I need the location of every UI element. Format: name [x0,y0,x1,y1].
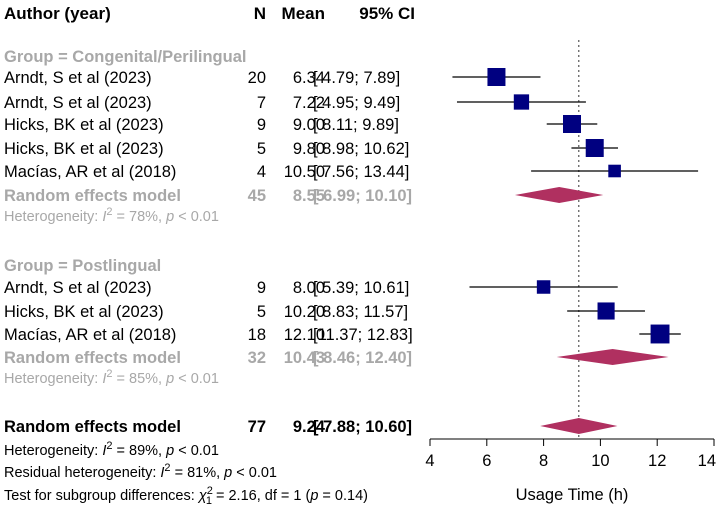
subgroup-model-label: Random effects model [4,349,181,367]
overall-diamond [540,418,618,434]
x-tick-label: 6 [482,452,491,470]
study-n: 5 [257,303,266,321]
subgroup-model-ci: [ 8.46; 12.40] [313,349,412,367]
group-label: Group = Congenital/Perilingual [4,48,246,66]
study-n: 9 [257,116,266,134]
study-mean: 7.22 [293,94,325,112]
x-tick-label: 14 [698,452,716,470]
study-n: 5 [257,140,266,158]
estimate-square [513,94,530,110]
study-ci: [ 7.56; 13.44] [313,163,409,181]
estimate-square [597,302,615,320]
subgroup-model-n: 32 [248,349,266,367]
study-ci: [ 4.95; 9.49] [313,94,400,112]
x-axis-title: Usage Time (h) [516,486,629,504]
study-ci: [11.37; 12.83] [313,326,413,344]
study-n: 18 [248,326,266,344]
estimate-square [536,280,551,294]
header-mean: Mean [282,4,325,23]
study-name: Arndt, S et al (2023) [4,69,152,87]
study-mean: 6.34 [293,69,325,87]
study-n: 9 [257,279,266,297]
x-tick-label: 12 [648,452,666,470]
study-name: Arndt, S et al (2023) [4,279,152,297]
x-tick-label: 4 [425,452,434,470]
study-mean: 10.20 [284,303,325,321]
study-name: Arndt, S et al (2023) [4,94,152,112]
header-ci: 95% CI [359,4,415,23]
estimate-square [650,324,670,344]
study-name: Hicks, BK et al (2023) [4,116,164,134]
study-mean: 12.10 [284,326,325,344]
overall-model-n: 77 [248,418,266,436]
subgroup-diamond [514,187,604,203]
header-n: N [254,4,266,23]
estimate-square [563,115,581,133]
estimate-square [487,68,506,86]
study-n: 7 [257,94,266,112]
study-ci: [ 8.83; 11.57] [313,303,408,321]
overall-model-ci: [ 7.88; 10.60] [313,418,412,436]
study-mean: 10.50 [284,163,325,181]
estimate-square [585,139,604,157]
study-n: 4 [257,163,266,181]
header-study: Author (year) [4,4,111,23]
subgroup-diamond [556,349,669,365]
estimate-square [608,164,621,178]
study-mean: 9.80 [293,140,325,158]
study-name: Hicks, BK et al (2023) [4,303,164,321]
overall-model-label: Random effects model [4,418,181,436]
study-mean: 8.00 [293,279,325,297]
study-name: Macías, AR et al (2018) [4,163,176,181]
study-ci: [ 8.11; 9.89] [313,116,399,134]
subgroup-model-ci: [ 6.99; 10.10] [313,187,412,205]
x-tick-label: 8 [539,452,548,470]
study-name: Hicks, BK et al (2023) [4,140,164,158]
footer-residual-heterogeneity: Residual heterogeneity: I2 = 81%, p < 0.… [4,462,277,481]
study-ci: [ 5.39; 10.61] [313,279,409,297]
subgroup-heterogeneity: Heterogeneity: I2 = 85%, p < 0.01 [4,368,219,387]
footer-heterogeneity: Heterogeneity: I2 = 89%, p < 0.01 [4,440,219,459]
study-ci: [ 8.98; 10.62] [313,140,409,158]
subgroup-heterogeneity: Heterogeneity: I2 = 78%, p < 0.01 [4,206,219,225]
study-name: Macías, AR et al (2018) [4,326,176,344]
subgroup-model-n: 45 [248,187,266,205]
group-label: Group = Postlingual [4,257,161,275]
study-n: 20 [248,69,266,87]
subgroup-model-mean: 10.43 [284,349,325,367]
study-ci: [ 4.79; 7.89] [313,69,400,87]
x-tick-label: 10 [591,452,609,470]
overall-model-mean: 9.24 [293,418,326,436]
study-mean: 9.00 [293,116,325,134]
subgroup-model-label: Random effects model [4,187,181,205]
footer-subgroup-test: Test for subgroup differences: χ2 1 = 2.1… [4,485,368,507]
subgroup-model-mean: 8.55 [293,187,325,205]
